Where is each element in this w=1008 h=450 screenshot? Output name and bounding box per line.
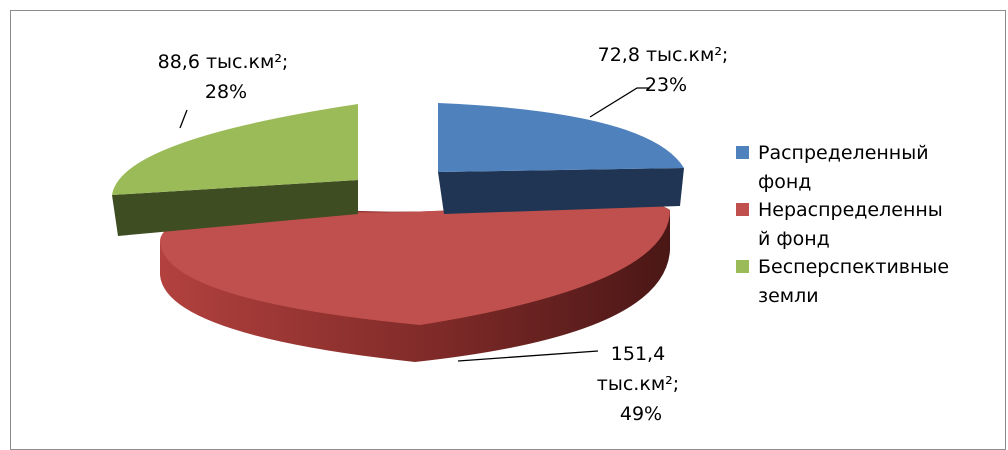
svg-text:Распределенный фонд: Распределенный фонд <box>758 142 935 193</box>
legend-label-allocated-line2: фонд <box>758 171 811 193</box>
legend-item-unpromising: Бесперспективные земли <box>736 256 955 307</box>
legend-item-unallocated: Нераспределенны й фонд <box>736 199 949 250</box>
pie-chart: 72,8 тыс.км²; 23% 88,6 тыс.км²; 28% 151,… <box>112 44 955 423</box>
slice-side-unpromising <box>112 180 358 236</box>
legend-swatch-unpromising <box>736 260 749 273</box>
leader-line-unpromising <box>179 109 188 129</box>
legend-label-unallocated-line1: Нераспределенны <box>758 199 943 221</box>
legend-item-allocated: Распределенный фонд <box>736 142 935 193</box>
data-label-unpromising: 88,6 тыс.км²; 28% <box>158 51 295 103</box>
pie-slice-unallocated <box>160 198 670 362</box>
leader-line-unallocated <box>457 350 599 362</box>
legend-label-allocated-line1: Распределенный <box>758 142 929 164</box>
data-label-unallocated: 151,4 тыс.км²; 49% <box>597 343 685 423</box>
svg-text:Нераспределенны й фонд: Нераспределенны й фонд <box>758 199 949 250</box>
svg-text:Бесперспективные земли: Бесперспективные земли <box>758 256 955 307</box>
legend-label-unpromising-line2: земли <box>758 285 819 307</box>
pie-slice-allocated <box>438 103 684 214</box>
slice-top-unpromising <box>112 104 358 195</box>
slice-top-allocated <box>438 103 684 172</box>
leader-line-allocated <box>589 87 650 118</box>
legend-swatch-unallocated <box>736 203 749 216</box>
data-label-allocated: 72,8 тыс.км²; 23% <box>598 44 735 96</box>
legend-label-unallocated-line2: й фонд <box>758 228 830 250</box>
legend: Распределенный фонд Нераспределенны й фо… <box>736 142 955 307</box>
pie-slice-unpromising <box>112 104 358 236</box>
legend-label-unpromising-line1: Бесперспективные <box>758 256 949 278</box>
slice-top-unallocated <box>160 198 670 325</box>
slice-side-allocated <box>438 168 684 214</box>
legend-swatch-allocated <box>736 146 749 159</box>
